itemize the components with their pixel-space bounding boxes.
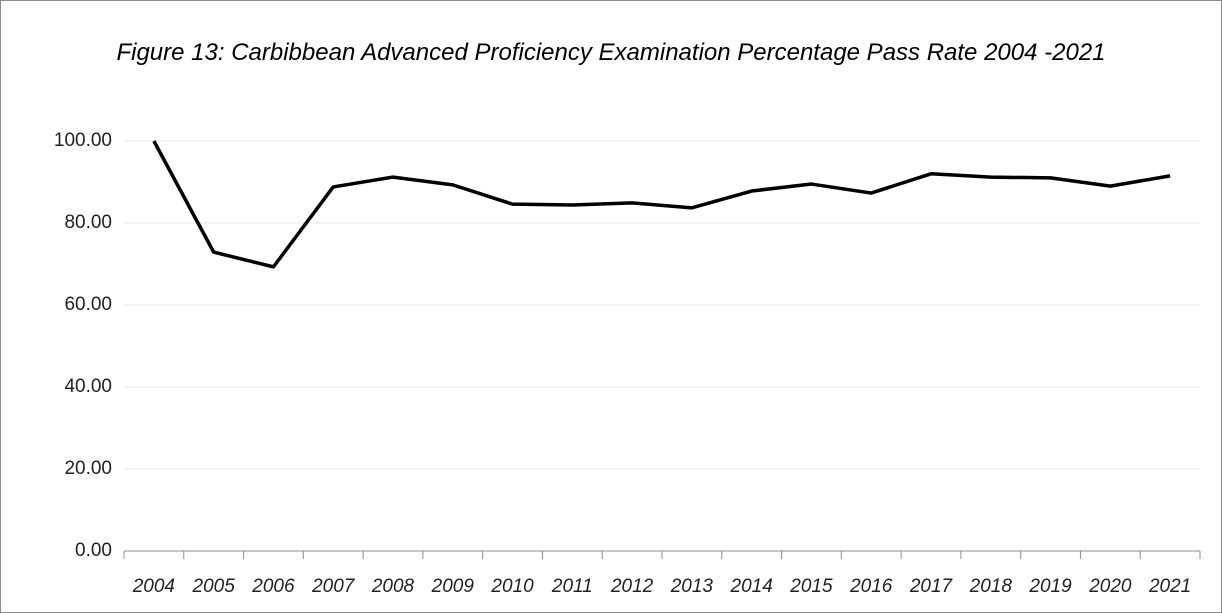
y-tick-label: 20.00 xyxy=(64,458,112,479)
chart-title: Figure 13: Carbibbean Advanced Proficien… xyxy=(116,39,1106,66)
x-tick-label: 2009 xyxy=(431,576,475,597)
y-tick-label: 0.00 xyxy=(75,540,112,561)
x-tick-label: 2016 xyxy=(849,576,893,597)
x-tick-label: 2020 xyxy=(1088,576,1132,597)
x-tick-label: 2006 xyxy=(251,576,295,597)
y-tick-label: 100.00 xyxy=(54,130,112,151)
y-tick-label: 40.00 xyxy=(64,376,112,397)
x-tick-label: 2018 xyxy=(969,576,1013,597)
x-tick-label: 2015 xyxy=(789,576,833,597)
data-line xyxy=(152,140,1171,269)
x-tick-label: 2014 xyxy=(730,576,773,597)
x-tick-label: 2013 xyxy=(670,576,714,597)
x-tick-label: 2008 xyxy=(371,576,415,597)
x-tick-label: 2019 xyxy=(1028,576,1072,597)
x-tick-label: 2012 xyxy=(610,576,654,597)
x-tick-label: 2021 xyxy=(1148,576,1191,597)
x-tick-label: 2017 xyxy=(909,576,954,597)
x-tick-label: 2011 xyxy=(551,576,593,597)
x-tick-label: 2005 xyxy=(192,576,236,597)
y-tick-label: 80.00 xyxy=(64,212,112,233)
y-tick-label: 60.00 xyxy=(64,294,112,315)
x-tick-label: 2010 xyxy=(490,576,534,597)
x-tick-label: 2007 xyxy=(311,576,356,597)
x-tick-label: 2004 xyxy=(132,576,175,597)
